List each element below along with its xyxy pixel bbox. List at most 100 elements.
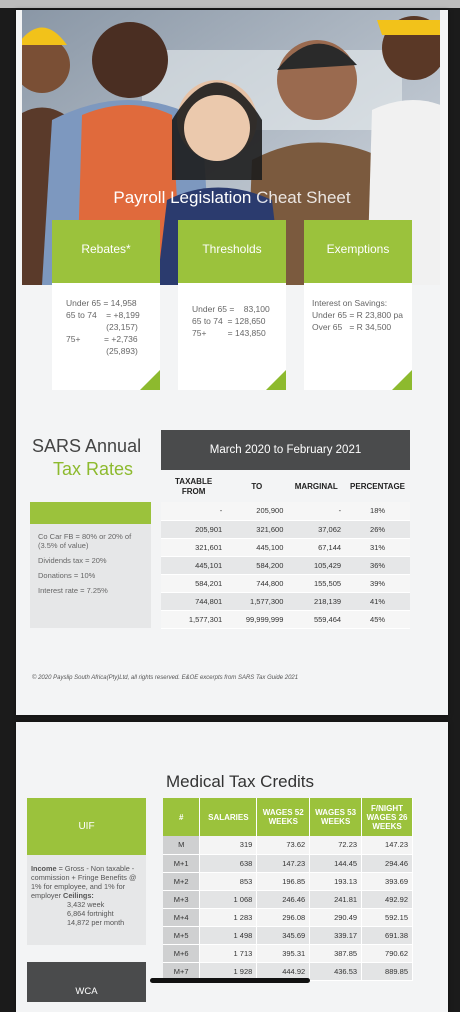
table-cell: 1 498: [199, 926, 258, 945]
title-main: Payroll Legislation: [113, 188, 252, 207]
note: Donations = 10%: [38, 571, 96, 580]
table-cell: 36%: [345, 556, 410, 575]
title-light: Cheat Sheet: [256, 188, 351, 207]
table-cell: 853: [199, 872, 258, 891]
column-header: F/NIGHT WAGES 26 WEEKS: [361, 798, 413, 836]
tax-period: March 2020 to February 2021: [161, 430, 410, 470]
table-row: M+3 1 068 246.46 241.81 492.92: [163, 890, 413, 909]
table-cell: 584,201: [161, 574, 227, 593]
corner: [266, 370, 286, 390]
table-cell: 790.62: [361, 944, 413, 963]
table-cell: 744,800: [226, 574, 288, 593]
table-cell: -: [161, 502, 227, 521]
hero-title: Payroll Legislation Cheat Sheet: [16, 188, 448, 208]
card: Under 65 = 14,958 65 to 74 = +8,199 (23,1…: [52, 283, 160, 390]
table-cell: 1 068: [199, 890, 258, 909]
note: Interest rate = 7.25%: [38, 586, 108, 595]
card-line: 75+ = +2,736: [66, 334, 138, 344]
table-cell: 445,100: [226, 538, 288, 557]
table-cell: 45%: [345, 610, 410, 629]
card-line: Under 65 = R 23,800 pa: [312, 310, 403, 320]
table-cell: 205,900: [226, 502, 288, 521]
table-cell: 691.38: [361, 926, 413, 945]
card-line: Interest on Savings:: [312, 298, 388, 308]
card-line: (25,893): [66, 346, 138, 356]
table-row: 445,101 584,200 105,429 36%: [161, 556, 410, 575]
table-cell: 296.08: [256, 908, 311, 927]
table-row: M+2 853 196.85 193.13 393.69: [163, 872, 413, 891]
table-cell: 196.85: [256, 872, 311, 891]
corner: [140, 370, 160, 390]
table-cell: 67,144: [287, 538, 346, 557]
tax-heading-2: Tax Rates: [53, 459, 134, 479]
ceiling: 3,432 week: [67, 900, 105, 909]
table-cell: 387.85: [309, 944, 363, 963]
table-cell: 339.17: [309, 926, 363, 945]
column-header: PERCENTAGE: [350, 482, 406, 491]
table-cell: 147.23: [256, 854, 311, 873]
column-header: TO: [251, 482, 263, 491]
table-cell: 445,101: [161, 556, 227, 575]
table-cell: 584,200: [226, 556, 288, 575]
ceilings: 3,432 week 6,864 fortnight 14,872 per mont…: [31, 900, 142, 927]
table-cell: 395.31: [256, 944, 311, 963]
ceilings-label: Ceilings:: [63, 891, 94, 900]
card-line: (23,157): [66, 322, 138, 332]
column-header: SALARIES: [199, 798, 258, 836]
card-title: Exemptions: [304, 220, 412, 283]
table-row: M+7 1 928 444.92 436.53 889.85: [163, 962, 413, 981]
card-line: 65 to 74 = 128,650: [192, 316, 266, 326]
column-header: #: [163, 798, 201, 836]
table-cell: 492.92: [361, 890, 413, 909]
card-line: Over 65 = R 34,500: [312, 322, 392, 332]
card-line: 75+ = 143,850: [192, 328, 266, 338]
table-row: M+5 1 498 345.69 339.17 691.38: [163, 926, 413, 945]
ceiling: 14,872 per month: [67, 918, 125, 927]
table-row: 744,801 1,577,300 218,139 41%: [161, 592, 410, 611]
table-cell: M+2: [163, 872, 201, 891]
table-cell: M+7: [163, 962, 201, 981]
table-cell: 99,999,999: [226, 610, 288, 629]
table-cell: 559,464: [287, 610, 346, 629]
table-cell: 436.53: [309, 962, 363, 981]
table-cell: 18%: [345, 502, 410, 521]
table-cell: M+6: [163, 944, 201, 963]
table-row: M+1 638 147.23 144.45 294.46: [163, 854, 413, 873]
ceiling: 6,864 fortnight: [67, 909, 114, 918]
corner: [392, 370, 412, 390]
card-line: 65 to 74 = +8,199: [66, 310, 140, 320]
uif-title: UIF: [27, 798, 146, 855]
table-cell: 246.46: [256, 890, 311, 909]
note: Dividends tax = 20%: [38, 556, 107, 565]
table-cell: M+3: [163, 890, 201, 909]
table-cell: 592.15: [361, 908, 413, 927]
table-cell: 444.92: [256, 962, 311, 981]
table-cell: M+5: [163, 926, 201, 945]
table-cell: 1 713: [199, 944, 258, 963]
header-row: # SALARIES WAGES 52 WEEKS WAGES 53 WEEKS F/N…: [163, 798, 413, 836]
table-cell: -: [287, 502, 346, 521]
table-cell: 638: [199, 854, 258, 873]
table-cell: 26%: [345, 520, 410, 539]
table-cell: 319: [199, 836, 258, 855]
table-cell: 155,505: [287, 574, 346, 593]
table-row: M 319 73.62 72.23 147.23: [163, 836, 413, 855]
table-cell: 393.69: [361, 872, 413, 891]
card-line: Under 65 = 83,100: [192, 304, 270, 314]
wca-title: WCA: [27, 962, 146, 1002]
table-cell: M+1: [163, 854, 201, 873]
table-cell: 147.23: [361, 836, 413, 855]
table-cell: 241.81: [309, 890, 363, 909]
header-row: TAXABLE FROM TO MARGINAL PERCENTAGE: [161, 472, 410, 502]
table-row: M+6 1 713 395.31 387.85 790.62: [163, 944, 413, 963]
table-cell: 294.46: [361, 854, 413, 873]
table-cell: 72.23: [309, 836, 363, 855]
table-cell: M+4: [163, 908, 201, 927]
table-cell: 744,801: [161, 592, 227, 611]
table-cell: 31%: [345, 538, 410, 557]
income-label: Income: [31, 864, 57, 873]
table-cell: 205,901: [161, 520, 227, 539]
table-cell: 1 928: [199, 962, 258, 981]
column-header: WAGES 53 WEEKS: [309, 798, 363, 836]
